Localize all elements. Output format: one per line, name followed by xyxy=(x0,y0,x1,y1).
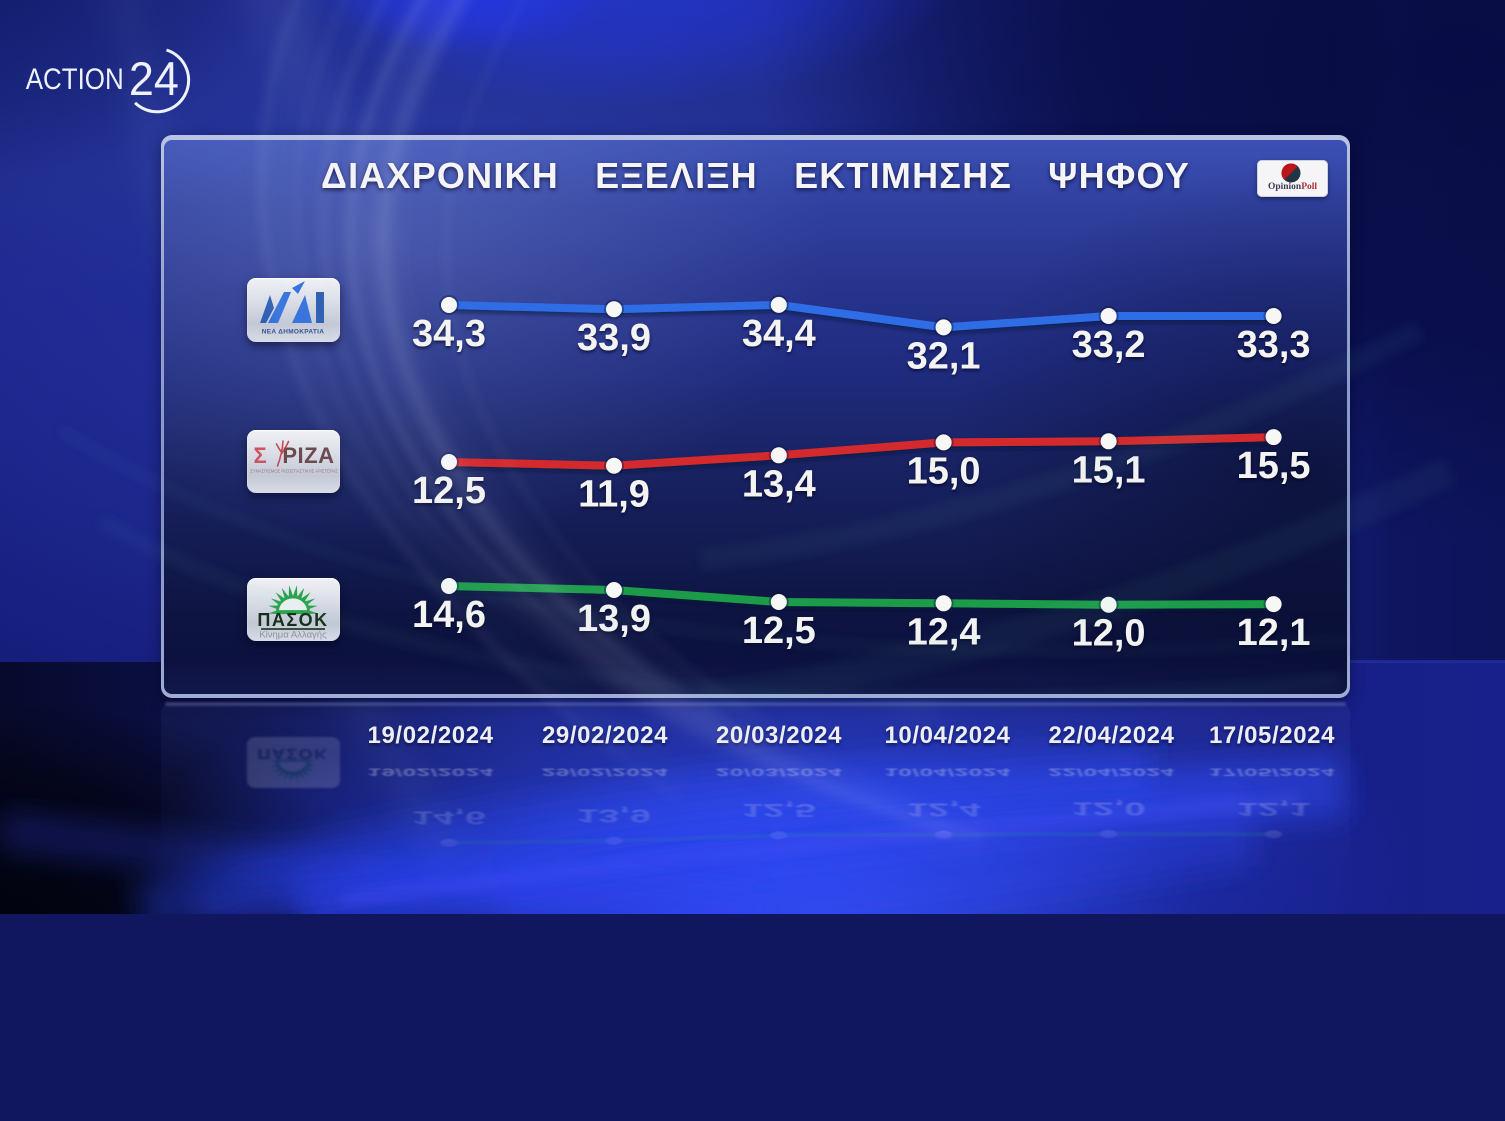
svg-text:32,1: 32,1 xyxy=(907,335,981,377)
svg-text:15,1: 15,1 xyxy=(1072,449,1146,491)
svg-text:14,6: 14,6 xyxy=(412,594,486,636)
svg-text:33,9: 33,9 xyxy=(577,317,651,359)
svg-text:13,9: 13,9 xyxy=(577,598,651,640)
svg-text:15,5: 15,5 xyxy=(1237,445,1311,487)
svg-text:15,0: 15,0 xyxy=(907,450,981,492)
svg-text:12,4: 12,4 xyxy=(907,611,981,653)
svg-text:11,9: 11,9 xyxy=(578,474,650,516)
svg-text:33,2: 33,2 xyxy=(1072,324,1146,366)
svg-text:ACTION: ACTION xyxy=(26,63,124,96)
svg-text:12,5: 12,5 xyxy=(742,610,816,652)
svg-text:12,0: 12,0 xyxy=(1072,613,1146,655)
svg-text:34,4: 34,4 xyxy=(742,313,816,355)
svg-text:12,1: 12,1 xyxy=(1237,612,1311,654)
svg-text:12,5: 12,5 xyxy=(412,470,486,512)
svg-text:13,4: 13,4 xyxy=(742,463,816,505)
svg-text:24: 24 xyxy=(129,52,179,105)
svg-text:34,3: 34,3 xyxy=(412,313,486,355)
svg-text:33,3: 33,3 xyxy=(1237,324,1311,366)
